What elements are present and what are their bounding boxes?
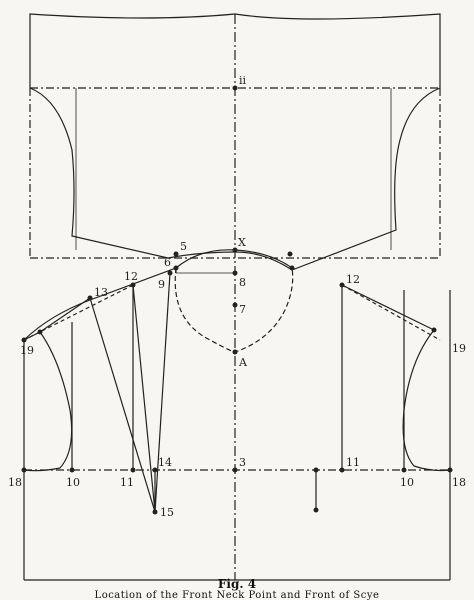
label-x: X (238, 236, 246, 249)
point-19-left-inner (37, 329, 43, 335)
label-12-right: 12 (346, 273, 360, 286)
diag-13-19 (39, 297, 91, 333)
label-10-left: 10 (66, 476, 80, 489)
label-18-left: 18 (8, 476, 22, 489)
point-15 (152, 509, 158, 515)
front-right-armhole (402, 329, 451, 472)
label-18-right: 18 (452, 476, 466, 489)
point-13 (87, 295, 93, 301)
point-neck-right (289, 265, 295, 271)
point-5 (173, 251, 179, 257)
point-12-right (339, 282, 345, 288)
label-ii: ii (239, 74, 247, 87)
point-19-right-inner (431, 327, 437, 333)
point-right-small (313, 467, 319, 473)
caption-title: Fig. 4 (218, 577, 256, 591)
front-right-top-dash (341, 284, 441, 341)
point-9 (167, 270, 173, 276)
point-right-small-bottom (313, 507, 319, 513)
point-7 (232, 302, 238, 308)
label-11-left: 11 (120, 476, 134, 489)
label-9: 9 (158, 278, 165, 291)
label-13: 13 (94, 286, 108, 299)
label-10-right: 10 (400, 476, 414, 489)
point-6 (173, 265, 179, 271)
label-19-left: 19 (20, 344, 34, 357)
label-3: 3 (239, 456, 246, 469)
diag-13-15 (89, 297, 156, 513)
point-14 (152, 467, 158, 473)
point-8 (232, 270, 238, 276)
point-11-right (339, 467, 345, 473)
point-x (232, 247, 238, 253)
diag-12-15 (132, 284, 156, 513)
label-a: A (238, 356, 248, 369)
front-right-top (341, 284, 435, 331)
label-11-right: 11 (346, 456, 360, 469)
label-6: 6 (164, 256, 171, 269)
point-18-left (21, 467, 27, 473)
caption-subtitle: Location of the Front Neck Point and Fro… (95, 590, 380, 600)
point-10-left (69, 467, 75, 473)
label-19-right: 19 (452, 342, 466, 355)
point-11-left (130, 467, 136, 473)
point-ii (232, 85, 238, 91)
label-5: 5 (180, 240, 187, 253)
point-10-right (401, 467, 407, 473)
label-7: 7 (239, 303, 246, 316)
label-15: 15 (160, 506, 174, 519)
point-19-left (21, 337, 27, 343)
point-x-right (287, 251, 293, 257)
point-3 (232, 467, 238, 473)
scye-dashed-curve (174, 267, 294, 353)
label-12-left: 12 (124, 270, 138, 283)
point-18-right (447, 467, 453, 473)
point-a (232, 349, 238, 355)
diag-9-15 (154, 272, 171, 513)
label-14: 14 (158, 456, 172, 469)
label-8: 8 (239, 276, 246, 289)
point-12-left (130, 282, 136, 288)
